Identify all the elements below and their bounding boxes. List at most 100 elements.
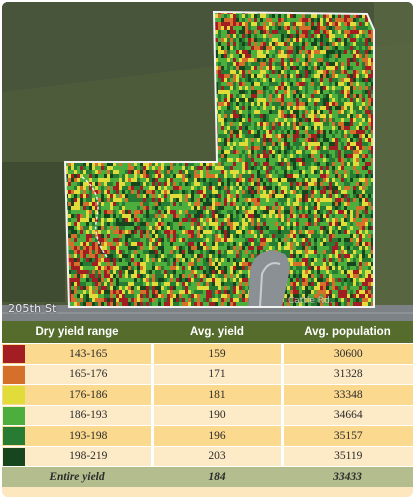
yield-cell bbox=[323, 138, 326, 142]
yield-cell bbox=[269, 86, 272, 90]
yield-cell bbox=[350, 162, 353, 166]
yield-cell bbox=[242, 158, 245, 162]
yield-cell bbox=[278, 102, 281, 106]
yield-cell bbox=[341, 30, 344, 34]
yield-cell bbox=[296, 78, 299, 82]
yield-cell bbox=[311, 70, 314, 74]
yield-cell bbox=[176, 198, 179, 202]
yield-cell bbox=[350, 106, 353, 110]
yield-cell bbox=[290, 134, 293, 138]
yield-cell bbox=[149, 194, 152, 198]
yield-cell bbox=[305, 14, 308, 18]
yield-cell bbox=[221, 130, 224, 134]
yield-cell bbox=[359, 58, 362, 62]
yield-cell bbox=[290, 118, 293, 122]
yield-cell bbox=[299, 30, 302, 34]
yield-cell bbox=[158, 166, 161, 170]
yield-cell bbox=[218, 70, 221, 74]
yield-cell bbox=[260, 58, 263, 62]
yield-cell bbox=[278, 38, 281, 42]
yield-cell bbox=[269, 98, 272, 102]
yield-cell bbox=[272, 98, 275, 102]
yield-cell bbox=[278, 82, 281, 86]
yield-cell bbox=[368, 34, 371, 38]
yield-cell bbox=[113, 194, 116, 198]
yield-cell bbox=[242, 118, 245, 122]
yield-cell bbox=[356, 86, 359, 90]
yield-cell bbox=[242, 114, 245, 118]
yield-cell bbox=[227, 190, 230, 194]
yield-cell bbox=[302, 22, 305, 26]
yield-cell bbox=[362, 146, 365, 150]
yield-cell bbox=[245, 54, 248, 58]
yield-cell bbox=[146, 182, 149, 186]
yield-cell bbox=[344, 110, 347, 114]
yield-cell bbox=[293, 186, 296, 190]
yield-cell bbox=[344, 50, 347, 54]
yield-cell bbox=[113, 182, 116, 186]
yield-cell bbox=[368, 66, 371, 70]
yield-cell bbox=[353, 54, 356, 58]
yield-cell bbox=[326, 30, 329, 34]
yield-cell bbox=[311, 106, 314, 110]
yield-cell bbox=[248, 94, 251, 98]
yield-cell bbox=[227, 110, 230, 114]
yield-cell bbox=[272, 138, 275, 142]
yield-cell bbox=[257, 30, 260, 34]
yield-cell bbox=[287, 74, 290, 78]
yield-cell bbox=[290, 174, 293, 178]
yield-cell bbox=[284, 126, 287, 130]
yield-cell bbox=[323, 78, 326, 82]
yield-cell bbox=[239, 74, 242, 78]
yield-cell bbox=[230, 62, 233, 66]
yield-cell bbox=[242, 134, 245, 138]
yield-cell bbox=[350, 86, 353, 90]
yield-cell bbox=[83, 182, 86, 186]
yield-cell bbox=[338, 174, 341, 178]
yield-cell bbox=[332, 166, 335, 170]
yield-cell bbox=[317, 66, 320, 70]
yield-cell bbox=[242, 58, 245, 62]
yield-cell bbox=[347, 18, 350, 22]
yield-cell bbox=[233, 146, 236, 150]
yield-cell bbox=[86, 190, 89, 194]
yield-cell bbox=[218, 62, 221, 66]
yield-cell bbox=[329, 18, 332, 22]
yield-cell bbox=[221, 22, 224, 26]
yield-cell bbox=[293, 158, 296, 162]
yield-cell bbox=[362, 190, 365, 194]
yield-cell bbox=[323, 174, 326, 178]
yield-cell bbox=[275, 162, 278, 166]
yield-cell bbox=[293, 22, 296, 26]
yield-cell bbox=[266, 14, 269, 18]
yield-cell bbox=[293, 70, 296, 74]
yield-cell bbox=[368, 54, 371, 58]
yield-cell bbox=[239, 130, 242, 134]
yield-cell bbox=[296, 50, 299, 54]
yield-cell bbox=[311, 78, 314, 82]
yield-cell bbox=[365, 118, 368, 122]
yield-cell bbox=[353, 158, 356, 162]
yield-cell bbox=[185, 186, 188, 190]
yield-cell bbox=[335, 174, 338, 178]
yield-cell bbox=[110, 166, 113, 170]
yield-cell bbox=[113, 198, 116, 202]
yield-cell bbox=[86, 194, 89, 198]
yield-cell bbox=[281, 22, 284, 26]
yield-cell bbox=[128, 190, 131, 194]
yield-cell bbox=[245, 26, 248, 30]
yield-cell bbox=[296, 182, 299, 186]
yield-cell bbox=[224, 134, 227, 138]
yield-cell bbox=[161, 174, 164, 178]
yield-cell bbox=[302, 38, 305, 42]
yield-cell bbox=[257, 38, 260, 42]
yield-cell bbox=[221, 46, 224, 50]
yield-cell bbox=[314, 26, 317, 30]
yield-cell bbox=[227, 170, 230, 174]
yield-cell bbox=[227, 162, 230, 166]
yield-cell bbox=[302, 126, 305, 130]
yield-cell bbox=[278, 118, 281, 122]
yield-cell bbox=[221, 82, 224, 86]
yield-cell bbox=[281, 74, 284, 78]
yield-cell bbox=[353, 86, 356, 90]
